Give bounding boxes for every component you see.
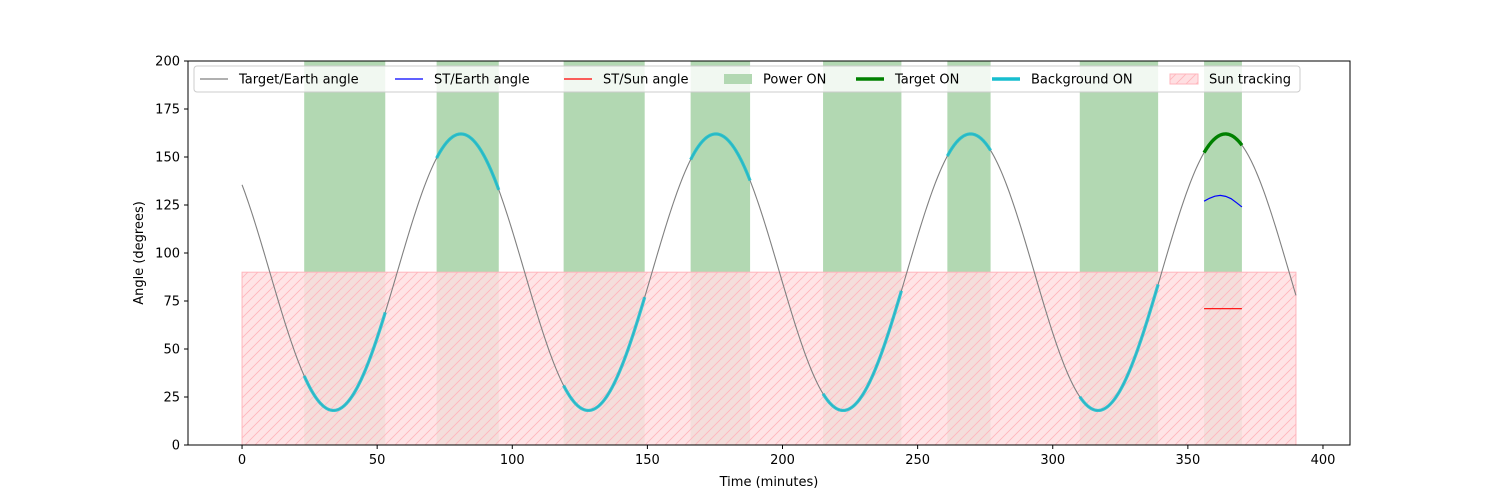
sun-tracking-region — [241, 271, 1297, 445]
background-on-segment-2 — [562, 296, 647, 413]
target-on-segment-0 — [1202, 132, 1244, 154]
legend-label-sun_tracking: Sun tracking — [1209, 73, 1291, 88]
y-tick-label: 150 — [155, 151, 180, 166]
axis-ticks: 0 50 100 150 200 250 300 350 400 0 25 50 75 100 125 150… — [155, 55, 1335, 469]
background-on-segment-4 — [821, 290, 903, 413]
legend-handle-power_on — [724, 74, 752, 84]
legend-label-st_sun: ST/Sun angle — [603, 73, 689, 88]
y-tick-label: 50 — [163, 343, 180, 358]
y-tick-label: 0 — [172, 439, 180, 454]
sun-tracking-hatch-0 — [241, 271, 1297, 445]
x-tick-label: 400 — [1311, 453, 1336, 468]
y-axis-label: Angle (degrees) — [132, 201, 147, 305]
legend-label-target_on: Target ON — [894, 73, 959, 88]
st-earth-angle-line — [1203, 194, 1243, 208]
x-axis-label: Time (minutes) — [719, 475, 819, 490]
legend-handle-sun_tracking-hatch — [1170, 74, 1198, 84]
legend: Target/Earth angle ST/Earth angle ST/Sun a… — [193, 65, 1301, 93]
background-on-segment-1 — [435, 132, 501, 191]
legend-label-background_on: Background ON — [1031, 73, 1133, 88]
legend-label-st_earth: ST/Earth angle — [434, 73, 530, 88]
y-tick-label: 25 — [163, 391, 180, 406]
y-tick-label: 75 — [163, 295, 180, 310]
background-on-segment-3 — [689, 132, 752, 182]
legend-label-power_on: Power ON — [763, 73, 826, 88]
y-tick-label: 175 — [155, 103, 180, 118]
y-tick-label: 200 — [155, 55, 180, 70]
x-tick-label: 350 — [1175, 453, 1200, 468]
background-on-segment-0 — [302, 311, 387, 413]
x-tick-label: 100 — [500, 453, 525, 468]
background-on-segment-6 — [1078, 283, 1160, 413]
y-tick-label: 100 — [155, 247, 180, 262]
background-on-segment-5 — [945, 132, 992, 157]
x-tick-label: 0 — [238, 453, 246, 468]
legend-label-target_earth: Target/Earth angle — [238, 73, 359, 88]
series-lines — [241, 132, 1297, 413]
y-tick-label: 125 — [155, 199, 180, 214]
x-tick-label: 50 — [369, 453, 386, 468]
x-tick-label: 300 — [1040, 453, 1065, 468]
x-tick-label: 200 — [770, 453, 795, 468]
x-tick-label: 250 — [905, 453, 930, 468]
x-tick-label: 150 — [635, 453, 660, 468]
